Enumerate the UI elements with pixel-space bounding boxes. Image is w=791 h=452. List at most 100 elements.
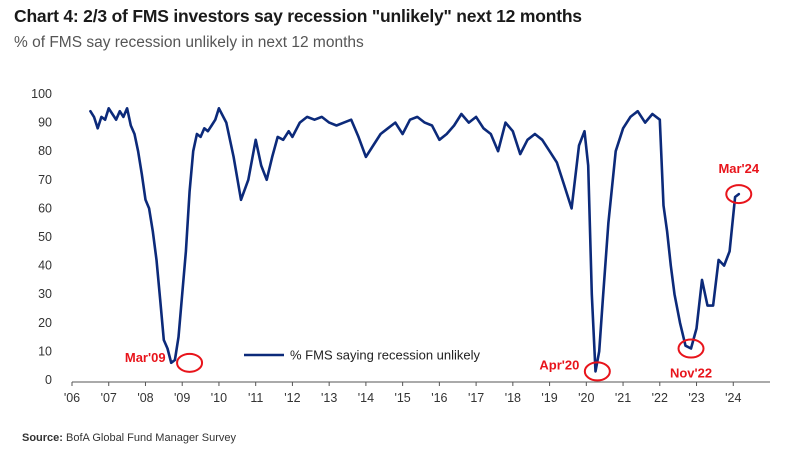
data-point [570,207,573,210]
data-point [159,299,162,301]
x-axis: '06 '07 '08 '09 '10 '11 '12 '13 '14 '15 '16 '17 '18 '… [64,382,741,405]
data-point [240,198,242,201]
x-tick-label: '07 [101,391,117,405]
data-point [122,116,125,118]
data-point [148,207,151,210]
x-tick-label: '17 [468,391,484,405]
data-point [423,121,426,124]
data-point [519,153,522,156]
annotation-circle [583,361,611,382]
data-point [199,136,202,138]
x-tick-label: '16 [431,391,447,405]
data-point [254,138,257,141]
x-tick-label: '11 [248,391,263,405]
x-tick-label: '14 [358,391,374,405]
y-tick-label: 10 [38,344,52,358]
x-tick-label: '12 [284,391,300,405]
data-point [583,130,586,133]
data-point [188,190,191,193]
data-point [556,161,558,164]
data-point [598,350,601,353]
data-point [343,121,345,124]
y-tick-label: 90 [38,116,52,130]
annotation-circle [677,338,705,359]
x-tick-label: '08 [137,391,153,405]
annotation-circle [725,184,753,205]
data-point [467,121,470,124]
data-point [673,293,676,296]
data-point [247,178,250,181]
data-point [126,107,128,110]
annotation-label: Nov'22 [670,366,712,381]
data-point [728,250,731,253]
y-tick-label: 60 [38,201,52,215]
data-point [192,150,195,153]
x-tick-label: '09 [174,391,190,405]
data-point [137,150,140,153]
data-point [177,336,180,338]
data-point [196,133,198,135]
data-point [185,250,187,253]
y-axis: 0 10 20 30 40 50 60 70 80 90 100 [31,87,52,387]
y-tick-label: 100 [31,87,52,101]
data-point [394,121,397,124]
x-tick-label: '13 [321,391,337,405]
data-point [482,127,485,130]
data-point [701,279,703,281]
data-point [306,116,308,118]
data-point [335,124,338,127]
y-tick-label: 20 [38,316,52,330]
data-point [548,150,551,153]
x-tick-label: '18 [505,391,521,405]
data-point [162,339,165,341]
data-point [218,107,220,110]
y-tick-label: 50 [38,230,52,244]
data-point [662,204,665,207]
y-tick-label: 30 [38,287,52,301]
data-point [225,121,228,124]
data-point [666,230,668,233]
data-point [320,116,323,118]
data-point [379,133,382,135]
data-point [313,118,316,121]
data-point [207,130,209,133]
data-point [133,133,136,135]
annotation-label: Apr'20 [539,357,579,372]
data-point [590,293,593,296]
y-tick-label: 70 [38,173,52,187]
annotation-label: Mar'24 [718,161,759,176]
data-point [587,164,590,167]
data-point [265,178,268,181]
annotations: Mar'09 Apr'20 Nov'22 Mar'24 [125,161,760,382]
data-point [497,150,499,153]
data-point [118,110,121,113]
data-point [151,230,154,233]
data-point [629,116,632,118]
annotation-label: Mar'09 [125,350,166,365]
data-point [276,136,279,138]
data-point [416,116,419,118]
data-point [89,110,92,113]
x-tick-label: '23 [688,391,704,405]
data-point [504,121,507,124]
annotation-circle [176,352,204,373]
x-tick-label: '15 [394,391,410,405]
x-tick-label: '20 [578,391,594,405]
data-point [115,118,117,121]
y-tick-label: 80 [38,144,52,158]
data-point [357,136,360,138]
data-point [541,138,544,141]
source-label: Source: [22,432,63,444]
data-point [93,116,95,118]
data-point [174,359,176,361]
data-point [203,127,206,130]
data-point [144,198,147,201]
data-point [350,118,353,121]
data-point [298,121,301,124]
y-tick-label: 0 [45,373,52,387]
data-point [96,127,99,130]
data-point [614,150,617,153]
data-point [111,113,114,115]
data-point [684,344,687,347]
data-point [669,264,672,267]
